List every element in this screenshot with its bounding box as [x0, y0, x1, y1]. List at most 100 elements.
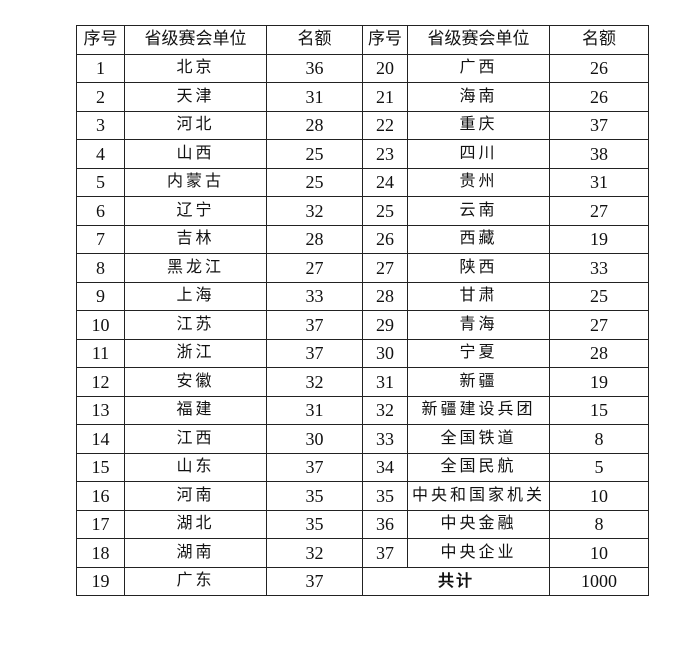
table-row: 13 福建 31 32 新疆建设兵团 15	[76, 395, 649, 425]
cell-unit: 吉林	[124, 224, 267, 254]
cell-no-2: 25	[362, 196, 408, 226]
cell-unit-2: 重庆	[407, 110, 550, 140]
cell-unit-2: 中央企业	[407, 538, 550, 568]
cell-no: 11	[76, 338, 125, 368]
cell-quota: 32	[266, 538, 363, 568]
cell-quota-2: 10	[549, 538, 649, 568]
cell-quota: 36	[266, 53, 363, 83]
table-row: 10 江苏 37 29 青海 27	[76, 310, 649, 340]
cell-quota: 37	[266, 566, 363, 596]
header-quota: 名额	[266, 25, 363, 55]
cell-unit-2: 新疆	[407, 367, 550, 397]
cell-unit-2: 中央和国家机关	[407, 481, 550, 511]
table-row: 7 吉林 28 26 西藏 19	[76, 224, 649, 254]
cell-no: 10	[76, 310, 125, 340]
cell-quota-2: 10	[549, 481, 649, 511]
cell-no: 16	[76, 481, 125, 511]
cell-quota: 37	[266, 338, 363, 368]
cell-no-2: 35	[362, 481, 408, 511]
table-row: 11 浙江 37 30 宁夏 28	[76, 338, 649, 368]
header-no: 序号	[76, 25, 125, 55]
cell-unit: 辽宁	[124, 196, 267, 226]
table-row: 8 黑龙江 27 27 陕西 33	[76, 253, 649, 283]
header-unit: 省级赛会单位	[124, 25, 267, 55]
cell-quota-2: 8	[549, 424, 649, 454]
cell-no: 6	[76, 196, 125, 226]
header-quota-2: 名额	[549, 25, 649, 55]
cell-quota: 37	[266, 452, 363, 482]
cell-unit-2: 四川	[407, 139, 550, 169]
cell-no-2: 31	[362, 367, 408, 397]
cell-quota: 28	[266, 224, 363, 254]
cell-quota-2: 19	[549, 224, 649, 254]
table-row: 9 上海 33 28 甘肃 25	[76, 281, 649, 311]
cell-unit-2: 海南	[407, 82, 550, 112]
table-row: 5 内蒙古 25 24 贵州 31	[76, 167, 649, 197]
cell-unit: 安徽	[124, 367, 267, 397]
table-row: 1 北京 36 20 广西 26	[76, 53, 649, 83]
cell-no-2: 22	[362, 110, 408, 140]
cell-no: 3	[76, 110, 125, 140]
cell-quota-2: 31	[549, 167, 649, 197]
cell-unit-2: 新疆建设兵团	[407, 395, 550, 425]
cell-no: 2	[76, 82, 125, 112]
cell-no-2: 28	[362, 281, 408, 311]
table-row: 15 山东 37 34 全国民航 5	[76, 452, 649, 482]
table-row: 17 湖北 35 36 中央金融 8	[76, 509, 649, 539]
cell-unit-2: 全国民航	[407, 452, 550, 482]
cell-quota-2: 27	[549, 310, 649, 340]
table-row: 18 湖南 32 37 中央企业 10	[76, 538, 649, 568]
cell-quota-2: 33	[549, 253, 649, 283]
cell-quota-2: 15	[549, 395, 649, 425]
header-row: 序号 省级赛会单位 名额 序号 省级赛会单位 名额	[76, 25, 649, 55]
cell-unit-2: 宁夏	[407, 338, 550, 368]
cell-unit: 福建	[124, 395, 267, 425]
cell-unit-2: 陕西	[407, 253, 550, 283]
cell-no: 19	[76, 566, 125, 596]
cell-unit: 北京	[124, 53, 267, 83]
cell-unit-2: 中央金融	[407, 509, 550, 539]
cell-quota: 31	[266, 395, 363, 425]
cell-unit: 湖南	[124, 538, 267, 568]
cell-no-2: 32	[362, 395, 408, 425]
cell-quota: 32	[266, 367, 363, 397]
total-row: 19 广东 37 共计 1000	[76, 566, 649, 596]
cell-quota-2: 25	[549, 281, 649, 311]
cell-quota-2: 28	[549, 338, 649, 368]
cell-no-2: 29	[362, 310, 408, 340]
cell-unit: 浙江	[124, 338, 267, 368]
quota-table: 序号 省级赛会单位 名额 序号 省级赛会单位 名额 1 北京 36 20 广西 26 2 天津…	[76, 25, 649, 596]
cell-no: 7	[76, 224, 125, 254]
cell-no-2: 34	[362, 452, 408, 482]
header-unit-2: 省级赛会单位	[407, 25, 550, 55]
cell-quota-2: 5	[549, 452, 649, 482]
table-row: 3 河北 28 22 重庆 37	[76, 110, 649, 140]
cell-unit: 湖北	[124, 509, 267, 539]
total-value: 1000	[549, 566, 649, 596]
table-row: 12 安徽 32 31 新疆 19	[76, 367, 649, 397]
cell-unit-2: 云南	[407, 196, 550, 226]
cell-unit: 黑龙江	[124, 253, 267, 283]
cell-no: 15	[76, 452, 125, 482]
cell-no-2: 37	[362, 538, 408, 568]
cell-quota: 27	[266, 253, 363, 283]
table-row: 2 天津 31 21 海南 26	[76, 82, 649, 112]
cell-quota: 31	[266, 82, 363, 112]
cell-no-2: 24	[362, 167, 408, 197]
table-row: 14 江西 30 33 全国铁道 8	[76, 424, 649, 454]
table-row: 16 河南 35 35 中央和国家机关 10	[76, 481, 649, 511]
cell-unit: 上海	[124, 281, 267, 311]
cell-unit: 山西	[124, 139, 267, 169]
cell-unit: 广东	[124, 566, 267, 596]
cell-quota: 28	[266, 110, 363, 140]
cell-quota-2: 8	[549, 509, 649, 539]
cell-unit: 江苏	[124, 310, 267, 340]
cell-quota-2: 19	[549, 367, 649, 397]
cell-no-2: 20	[362, 53, 408, 83]
cell-no: 5	[76, 167, 125, 197]
header-no-2: 序号	[362, 25, 408, 55]
cell-quota-2: 38	[549, 139, 649, 169]
cell-quota-2: 27	[549, 196, 649, 226]
cell-unit: 河南	[124, 481, 267, 511]
cell-unit-2: 青海	[407, 310, 550, 340]
